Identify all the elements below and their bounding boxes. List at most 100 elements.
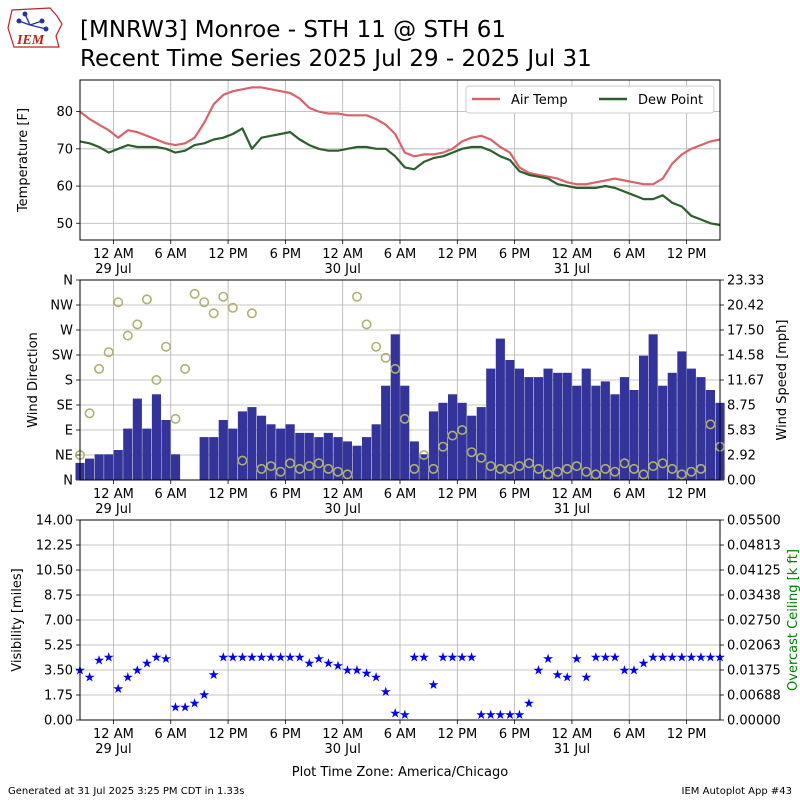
vis-y-tick-label: 14.00 (36, 514, 73, 529)
wind-x-date-label: 30 Jul (325, 502, 361, 517)
visibility-point: ★ (380, 685, 392, 700)
vis-y2-tick-label: 0.02063 (727, 639, 781, 654)
vis-x-tick-label: 12 AM (322, 727, 363, 742)
logo-text: IEM (16, 33, 45, 48)
wind-direction-point (399, 413, 410, 424)
wind-speed-bar (486, 368, 496, 480)
vis-x-tick-label: 12 PM (667, 727, 707, 742)
wind-x-tick-label: 12 PM (667, 487, 707, 502)
temp-x-tick-label: 12 AM (552, 247, 593, 262)
wind-direction-point (180, 363, 191, 374)
visibility-point: ★ (676, 651, 688, 666)
iowa-outline-icon (7, 7, 63, 48)
temp-x-tick-label: 6 PM (499, 247, 530, 262)
wind-direction-point (619, 458, 630, 469)
wind-speed-bar (409, 441, 419, 480)
visibility-point: ★ (657, 651, 669, 666)
wind-direction-point (361, 319, 372, 330)
vis-x-tick-label: 6 PM (499, 727, 530, 742)
wind-direction-point (476, 452, 487, 463)
visibility-point: ★ (399, 708, 411, 723)
wind-direction-point (609, 466, 620, 477)
temp-x-tick-label: 12 PM (208, 247, 248, 262)
visibility-point: ★ (447, 651, 459, 666)
wind-direction-point (161, 341, 172, 352)
wind-speed-bar (371, 424, 381, 480)
wind-speed-bar (333, 437, 343, 480)
vis-y-tick-label: 12.25 (36, 539, 73, 554)
vis-x-tick-label: 6 AM (154, 727, 187, 742)
visibility-point: ★ (666, 651, 678, 666)
visibility-point: ★ (208, 668, 220, 683)
wind-direction-point (371, 341, 382, 352)
wind-direction-point (122, 330, 133, 341)
temp-y-tick-label: 70 (56, 142, 73, 157)
wind-speed-bar (209, 437, 219, 480)
visibility-point: ★ (323, 656, 335, 671)
visibility-point: ★ (695, 651, 707, 666)
wind-direction-point (638, 469, 649, 480)
vis-y2-tick-label: 0.04813 (727, 539, 781, 554)
vis-y2-tick-label: 0.03438 (727, 589, 781, 604)
wind-speed-bar (658, 385, 668, 480)
temp-x-tick-label: 12 AM (322, 247, 363, 262)
visibility-point: ★ (609, 651, 621, 666)
visibility-point: ★ (408, 651, 420, 666)
visibility-point: ★ (256, 651, 268, 666)
temp-x-date-label: 31 Jul (554, 262, 590, 277)
vis-y2-tick-label: 0.02750 (727, 614, 781, 629)
wind-speed-bar (295, 432, 305, 480)
wind-direction-point (447, 430, 458, 441)
visibility-point: ★ (189, 696, 201, 711)
visibility-point: ★ (619, 664, 631, 679)
wind-direction-point (533, 463, 544, 474)
wind-frame (79, 279, 721, 481)
visibility-point: ★ (370, 671, 382, 686)
wind-direction-point (648, 461, 659, 472)
vis-y2-tick-label: 0.00688 (727, 689, 781, 704)
temp-y-axis-label: Temperature [F] (16, 108, 31, 213)
ceiling-axis-label: Overcast Ceiling [k ft] (786, 549, 800, 691)
wind-speed-bar (257, 415, 267, 480)
visibility-axis-label: Visibility [miles] (10, 568, 25, 671)
wind-speed-bar (505, 360, 515, 480)
wind-y-tick-label: N (63, 274, 73, 289)
visibility-point: ★ (705, 651, 717, 666)
wind-x-tick-label: 6 AM (154, 487, 187, 502)
visibility-point: ★ (237, 651, 249, 666)
visibility-point: ★ (580, 671, 592, 686)
vis-y2-tick-label: 0.00000 (727, 714, 781, 729)
temp-x-tick-label: 6 PM (270, 247, 301, 262)
wind-direction-point (246, 308, 257, 319)
wind-speed-bar (342, 441, 352, 480)
wind-direction-point (199, 297, 210, 308)
wind-speed-bar (562, 372, 572, 480)
wind-direction-point (256, 463, 267, 474)
wind-speed-bar (476, 407, 486, 480)
wind-direction-point (218, 291, 229, 302)
wind-direction-point (695, 463, 706, 474)
visibility-point: ★ (628, 664, 640, 679)
wind-speed-bar (534, 377, 544, 480)
visibility-point: ★ (361, 666, 373, 681)
temp-frame (79, 79, 721, 241)
visibility-point: ★ (533, 664, 545, 679)
temp-y-tick-label: 60 (56, 180, 73, 195)
visibility-point: ★ (179, 701, 191, 716)
wind-x-tick-label: 12 PM (437, 487, 477, 502)
wind-speed-bar (381, 385, 391, 480)
visibility-point: ★ (342, 664, 354, 679)
wind-dir-axis-label: Wind Direction (26, 332, 41, 428)
visibility-point: ★ (217, 651, 229, 666)
visibility-point: ★ (122, 671, 134, 686)
vis-y-tick-label: 1.75 (44, 689, 73, 704)
visibility-point: ★ (265, 651, 277, 666)
vis-x-tick-label: 6 AM (613, 727, 646, 742)
visibility-point: ★ (494, 708, 506, 723)
wind-speed-bar (667, 372, 677, 480)
wind-speed-bar (438, 402, 448, 480)
wind-direction-point (227, 302, 238, 313)
wind-direction-point (84, 408, 95, 419)
